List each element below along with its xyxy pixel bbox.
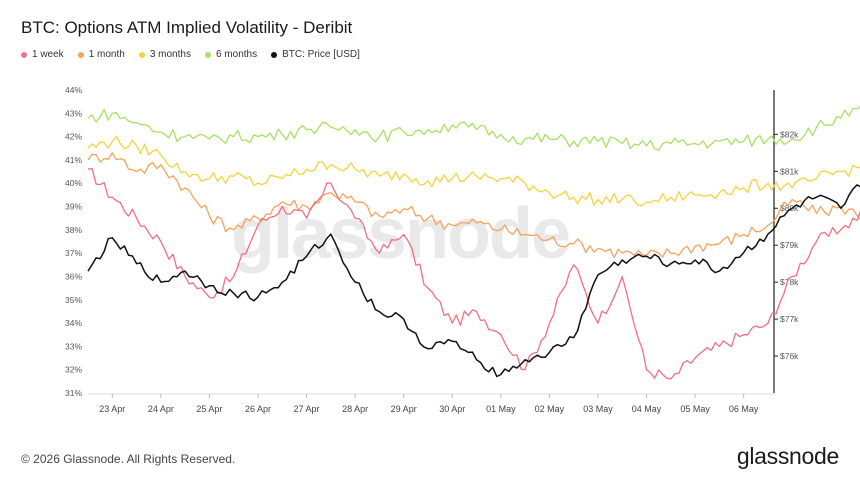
legend-swatch <box>204 51 211 58</box>
y-right-tick-label: $81k <box>780 166 799 176</box>
y-right-tick-label: $80k <box>780 203 799 213</box>
legend-label: BTC: Price [USD] <box>282 49 360 60</box>
y-left-tick-label: 41% <box>65 155 82 165</box>
x-tick-label: 05 May <box>680 404 710 414</box>
x-tick-label: 26 Apr <box>245 404 271 414</box>
legend-label: 1 month <box>88 49 125 60</box>
series-lines <box>87 106 860 380</box>
y-left-tick-label: 43% <box>65 108 82 118</box>
series-line <box>87 106 860 151</box>
x-tick-label: 30 Apr <box>439 404 465 414</box>
y-left-tick-label: 40% <box>65 178 82 188</box>
x-tick-label: 04 May <box>632 404 662 414</box>
x-tick-label: 01 May <box>486 404 516 414</box>
legend-label: 1 week <box>32 49 64 60</box>
x-tick-label: 28 Apr <box>342 404 368 414</box>
x-tick-label: 02 May <box>535 404 565 414</box>
x-tick-label: 25 Apr <box>196 404 222 414</box>
y-right-tick-label: $76k <box>780 351 799 361</box>
legend-label: 3 months <box>149 49 191 60</box>
x-tick-label: 27 Apr <box>294 404 320 414</box>
brand-logo-text: glassnode <box>736 443 839 469</box>
series-line <box>87 152 860 259</box>
watermark-text: glassnode <box>231 194 569 274</box>
series-line <box>87 135 860 207</box>
legend-item[interactable]: 3 months <box>138 49 191 60</box>
x-tick-label: 24 Apr <box>148 404 174 414</box>
y-left-tick-label: 32% <box>65 365 82 375</box>
y-right-tick-label: $78k <box>780 277 799 287</box>
chart-title: BTC: Options ATM Implied Volatility - De… <box>21 18 353 37</box>
y-left-tick-label: 34% <box>65 318 82 328</box>
legend: 1 week 1 month 3 months 6 months BTC: Price … <box>21 49 360 60</box>
y-left-tick-label: 33% <box>65 341 82 351</box>
y-left-tick-label: 31% <box>65 388 82 398</box>
legend-swatch <box>77 51 84 58</box>
chart-canvas: glassnode 31% 32% 33% 34% 35% 36% 37% 38% 39% 40%… <box>65 85 860 414</box>
x-tick-label: 23 Apr <box>99 404 125 414</box>
legend-item[interactable]: 1 week <box>21 49 64 60</box>
y-left-tick-label: 37% <box>65 248 82 258</box>
series-line <box>87 184 860 378</box>
series-line <box>87 167 860 380</box>
copyright-text: © 2026 Glassnode. All Rights Reserved. <box>21 452 236 466</box>
legend-item[interactable]: BTC: Price [USD] <box>271 49 360 60</box>
legend-label: 6 months <box>215 49 258 60</box>
x-tick-label: 03 May <box>583 404 613 414</box>
y-left-tick-label: 39% <box>65 202 82 212</box>
legend-swatch <box>21 51 27 58</box>
y-right-tick-label: $82k <box>780 129 799 139</box>
y-left-tick-label: 36% <box>65 271 82 281</box>
y-left-tick-label: 42% <box>65 132 82 142</box>
legend-item[interactable]: 6 months <box>204 49 258 60</box>
legend-swatch <box>138 51 145 58</box>
x-tick-label: 06 May <box>729 404 759 414</box>
legend-swatch <box>271 51 278 58</box>
y-right-tick-label: $77k <box>780 314 799 324</box>
legend-item[interactable]: 1 month <box>77 49 125 60</box>
y-left-tick-label: 44% <box>65 85 82 95</box>
y-left-tick-label: 38% <box>65 225 82 235</box>
y-left-tick-label: 35% <box>65 295 82 305</box>
x-tick-label: 29 Apr <box>391 404 417 414</box>
y-right-tick-label: $79k <box>780 240 799 250</box>
